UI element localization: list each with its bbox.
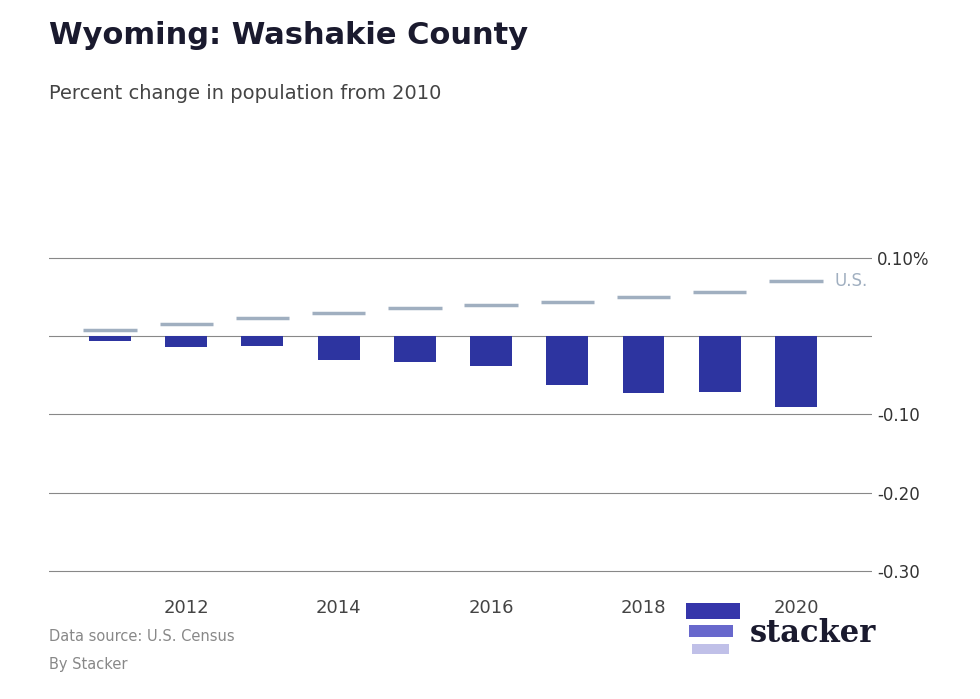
Text: Data source: U.S. Census: Data source: U.S. Census — [49, 629, 234, 644]
Text: stacker: stacker — [750, 619, 876, 649]
Text: U.S.: U.S. — [834, 273, 867, 291]
Bar — [89, 336, 131, 341]
Bar — [394, 336, 436, 362]
Bar — [622, 336, 664, 394]
Bar — [470, 336, 512, 366]
Bar — [547, 336, 588, 385]
Bar — [318, 336, 360, 360]
Text: By Stacker: By Stacker — [49, 657, 127, 672]
Text: Wyoming: Washakie County: Wyoming: Washakie County — [49, 21, 528, 50]
Text: Percent change in population from 2010: Percent change in population from 2010 — [49, 84, 441, 103]
Bar — [775, 336, 817, 407]
Bar — [166, 336, 207, 347]
Bar — [241, 336, 283, 347]
Bar — [699, 336, 741, 392]
